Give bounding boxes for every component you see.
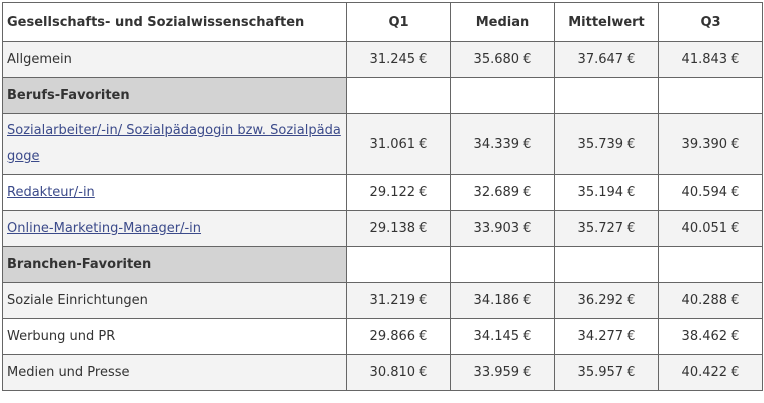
cell bbox=[450, 246, 555, 283]
cell: 35.680 € bbox=[450, 41, 555, 78]
cell: 34.145 € bbox=[450, 318, 555, 355]
section-row: Branchen-Favoriten bbox=[2, 246, 763, 283]
row: Redakteur/-in 29.122 € 32.689 € 35.194 €… bbox=[2, 174, 763, 211]
cell bbox=[554, 77, 659, 114]
cell bbox=[346, 246, 451, 283]
cell: 40.422 € bbox=[658, 354, 763, 391]
salary-table: Gesellschafts- und Sozialwissenschaften … bbox=[2, 2, 763, 391]
row: Allgemein 31.245 € 35.680 € 37.647 € 41.… bbox=[2, 41, 763, 78]
cell: 38.462 € bbox=[658, 318, 763, 355]
job-link[interactable]: Sozialarbeiter/-in/ Sozialpädagogin bzw.… bbox=[7, 123, 341, 164]
section-label: Branchen-Favoriten bbox=[2, 246, 347, 283]
row-label: Online-Marketing-Manager/-in bbox=[2, 210, 347, 247]
cell: 32.689 € bbox=[450, 174, 555, 211]
row-label: Werbung und PR bbox=[2, 318, 347, 355]
cell: 35.727 € bbox=[554, 210, 659, 247]
header-cell: Gesellschafts- und Sozialwissenschaften bbox=[2, 2, 347, 42]
header-cell: Q1 bbox=[346, 2, 451, 42]
cell: 39.390 € bbox=[658, 113, 763, 175]
cell: 34.186 € bbox=[450, 282, 555, 319]
cell: 29.138 € bbox=[346, 210, 451, 247]
cell: 35.194 € bbox=[554, 174, 659, 211]
cell: 30.810 € bbox=[346, 354, 451, 391]
cell bbox=[450, 77, 555, 114]
row: Sozialarbeiter/-in/ Sozialpädagogin bzw.… bbox=[2, 113, 763, 175]
cell: 29.866 € bbox=[346, 318, 451, 355]
cell: 35.739 € bbox=[554, 113, 659, 175]
cell bbox=[554, 246, 659, 283]
cell: 35.957 € bbox=[554, 354, 659, 391]
row: Soziale Einrichtungen 31.219 € 34.186 € … bbox=[2, 282, 763, 319]
section-row: Berufs-Favoriten bbox=[2, 77, 763, 114]
section-label: Berufs-Favoriten bbox=[2, 77, 347, 114]
cell: 31.245 € bbox=[346, 41, 451, 78]
cell: 34.339 € bbox=[450, 113, 555, 175]
row: Werbung und PR 29.866 € 34.145 € 34.277 … bbox=[2, 318, 763, 355]
cell: 36.292 € bbox=[554, 282, 659, 319]
cell: 40.288 € bbox=[658, 282, 763, 319]
header-cell: Median bbox=[450, 2, 555, 42]
cell: 34.277 € bbox=[554, 318, 659, 355]
row: Medien und Presse 30.810 € 33.959 € 35.9… bbox=[2, 354, 763, 391]
row-label: Medien und Presse bbox=[2, 354, 347, 391]
header-cell: Q3 bbox=[658, 2, 763, 42]
cell: 41.843 € bbox=[658, 41, 763, 78]
row-label: Sozialarbeiter/-in/ Sozialpädagogin bzw.… bbox=[2, 113, 347, 175]
job-link[interactable]: Online-Marketing-Manager/-in bbox=[7, 221, 202, 236]
cell bbox=[346, 77, 451, 114]
cell bbox=[658, 77, 763, 114]
job-link[interactable]: Redakteur/-in bbox=[7, 185, 95, 200]
cell: 33.959 € bbox=[450, 354, 555, 391]
cell bbox=[658, 246, 763, 283]
cell: 31.219 € bbox=[346, 282, 451, 319]
cell: 29.122 € bbox=[346, 174, 451, 211]
cell: 33.903 € bbox=[450, 210, 555, 247]
header-cell: Mittelwert bbox=[554, 2, 659, 42]
cell: 40.051 € bbox=[658, 210, 763, 247]
cell: 31.061 € bbox=[346, 113, 451, 175]
row: Online-Marketing-Manager/-in 29.138 € 33… bbox=[2, 210, 763, 247]
row-label: Soziale Einrichtungen bbox=[2, 282, 347, 319]
cell: 40.594 € bbox=[658, 174, 763, 211]
row-label: Allgemein bbox=[2, 41, 347, 78]
cell: 37.647 € bbox=[554, 41, 659, 78]
header-row: Gesellschafts- und Sozialwissenschaften … bbox=[2, 2, 763, 42]
row-label: Redakteur/-in bbox=[2, 174, 347, 211]
